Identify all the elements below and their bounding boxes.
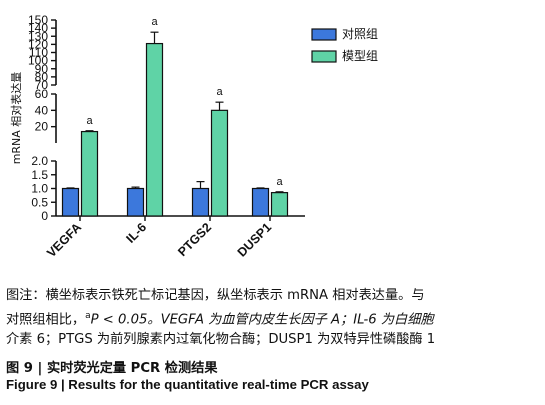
y-tick-label: 0.5 bbox=[31, 195, 48, 209]
significance-label: a bbox=[151, 16, 158, 28]
bar bbox=[251, 187, 270, 217]
y-tick-label: 100 bbox=[28, 54, 48, 68]
significance-label: a bbox=[276, 176, 283, 188]
significance-label: a bbox=[216, 86, 223, 98]
bar-chart: 00.51.01.52.0 20 40 60708090100110120130140… bbox=[9, 13, 378, 260]
x-tick-label: PTGS2 bbox=[175, 220, 214, 259]
bar bbox=[80, 130, 99, 217]
y-tick-label: 150 bbox=[28, 13, 48, 27]
caption-line-1: 图注：横坐标表示铁死亡标记基因，纵坐标表示 mRNA 相对表达量。与 bbox=[6, 288, 425, 303]
figure: 0 0.5 1.0 1.5 2.0 20 40 60 70 80 90 100 110 120 130 140… bbox=[9, 13, 378, 260]
bar bbox=[210, 109, 229, 217]
y-tick-label: 120 bbox=[28, 37, 48, 51]
y-tick-label: 2.0 bbox=[31, 154, 48, 168]
y-tick-label: 80 bbox=[35, 70, 49, 84]
y-tick-label: 60 bbox=[35, 87, 49, 101]
bar bbox=[191, 187, 210, 217]
legend-label: 模型组 bbox=[342, 49, 378, 63]
bar bbox=[61, 187, 80, 217]
x-tick-label: IL-6 bbox=[123, 220, 149, 246]
y-tick-label: 130 bbox=[28, 29, 48, 43]
y-tick-label: 140 bbox=[28, 21, 48, 35]
bar bbox=[270, 192, 289, 217]
legend-label: 对照组 bbox=[342, 27, 378, 41]
caption-sup: a bbox=[85, 311, 91, 321]
caption-line-3: 介素 6；PTGS 为前列腺素内过氧化物合酶；DUSP1 为双特异性磷酸酶 1 bbox=[6, 332, 436, 348]
bar bbox=[126, 187, 145, 217]
y-tick-label: 0 bbox=[41, 209, 48, 223]
y-tick-label: 70 bbox=[35, 78, 49, 92]
y-tick-label: 1.0 bbox=[31, 182, 48, 196]
y-tick-label: 1.5 bbox=[31, 168, 48, 182]
y-tick-label: 110 bbox=[29, 46, 48, 60]
figure-title-en: Figure 9 | Results for the quantitative … bbox=[6, 377, 369, 392]
x-tick-label: VEGFA bbox=[44, 220, 84, 260]
significance-label: a bbox=[86, 115, 93, 127]
y-axis-label: mRNA 相对表达量 bbox=[9, 72, 23, 165]
x-tick-label: DUSP1 bbox=[235, 220, 274, 259]
caption-line-2: 对照组相比，aP < 0.05。VEGFA 为血管内皮生长因子 A；IL-6 为… bbox=[6, 306, 538, 330]
y-tick-label: 90 bbox=[35, 62, 49, 76]
caption-line-2-post: P < 0.05。VEGFA 为血管内皮生长因子 A；IL-6 为白细胞 bbox=[90, 312, 434, 328]
legend-swatch bbox=[311, 50, 337, 63]
y-tick-label: 40 bbox=[35, 103, 49, 117]
caption-line-2-pre: 对照组相比， bbox=[6, 312, 86, 328]
y-tick-label: 20 bbox=[35, 120, 49, 134]
legend-swatch bbox=[311, 28, 337, 41]
figure-title-zh: 图 9 | 实时荧光定量 PCR 检测结果 bbox=[6, 361, 218, 376]
figure-caption: 图注：横坐标表示铁死亡标记基因，纵坐标表示 mRNA 相对表达量。与 对照组相比… bbox=[6, 286, 538, 350]
bar bbox=[145, 42, 164, 217]
